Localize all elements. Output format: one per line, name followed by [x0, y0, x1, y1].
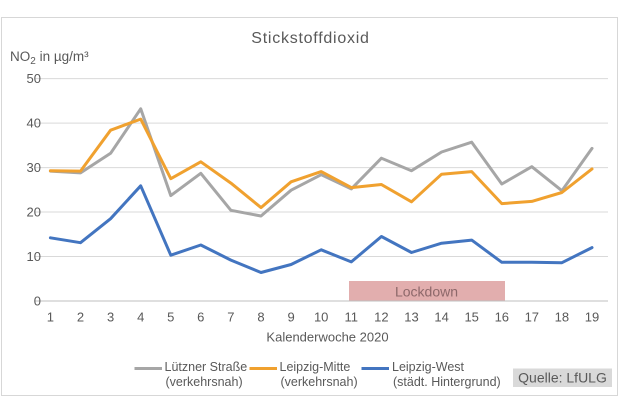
svg-text:16: 16	[495, 310, 509, 325]
svg-text:7: 7	[227, 310, 234, 325]
svg-text:8: 8	[257, 310, 264, 325]
svg-text:5: 5	[167, 310, 174, 325]
svg-text:30: 30	[27, 160, 41, 175]
svg-text:13: 13	[404, 310, 418, 325]
svg-text:0: 0	[34, 294, 41, 309]
svg-text:(städt. Hintergrund): (städt. Hintergrund)	[393, 375, 501, 389]
svg-text:Stickstoffdioxid: Stickstoffdioxid	[251, 30, 369, 47]
svg-text:17: 17	[525, 310, 539, 325]
svg-text:1: 1	[47, 310, 54, 325]
svg-text:NO2 in µg/m³: NO2 in µg/m³	[10, 49, 89, 67]
svg-text:19: 19	[585, 310, 599, 325]
svg-text:Leipzig-Mitte: Leipzig-Mitte	[280, 360, 351, 374]
svg-text:14: 14	[434, 310, 448, 325]
svg-text:Lützner Straße: Lützner Straße	[165, 360, 248, 374]
svg-text:10: 10	[27, 249, 41, 264]
svg-text:15: 15	[464, 310, 478, 325]
svg-text:6: 6	[197, 310, 204, 325]
svg-text:Leipzig-West: Leipzig-West	[392, 360, 465, 374]
svg-text:9: 9	[287, 310, 294, 325]
svg-text:(verkehrsnah): (verkehrsnah)	[281, 375, 358, 389]
svg-text:50: 50	[27, 71, 41, 86]
svg-text:Quelle: LfULG: Quelle: LfULG	[518, 370, 607, 386]
svg-text:11: 11	[345, 310, 359, 325]
svg-text:40: 40	[27, 116, 41, 131]
svg-text:3: 3	[107, 310, 114, 325]
svg-text:Lockdown: Lockdown	[395, 284, 458, 300]
svg-text:2: 2	[77, 310, 84, 325]
svg-text:18: 18	[555, 310, 569, 325]
svg-text:20: 20	[27, 205, 41, 220]
svg-text:(verkehrsnah): (verkehrsnah)	[166, 375, 243, 389]
svg-text:Kalenderwoche 2020: Kalenderwoche 2020	[266, 330, 388, 345]
svg-text:12: 12	[374, 310, 388, 325]
svg-text:4: 4	[137, 310, 144, 325]
svg-text:10: 10	[314, 310, 328, 325]
